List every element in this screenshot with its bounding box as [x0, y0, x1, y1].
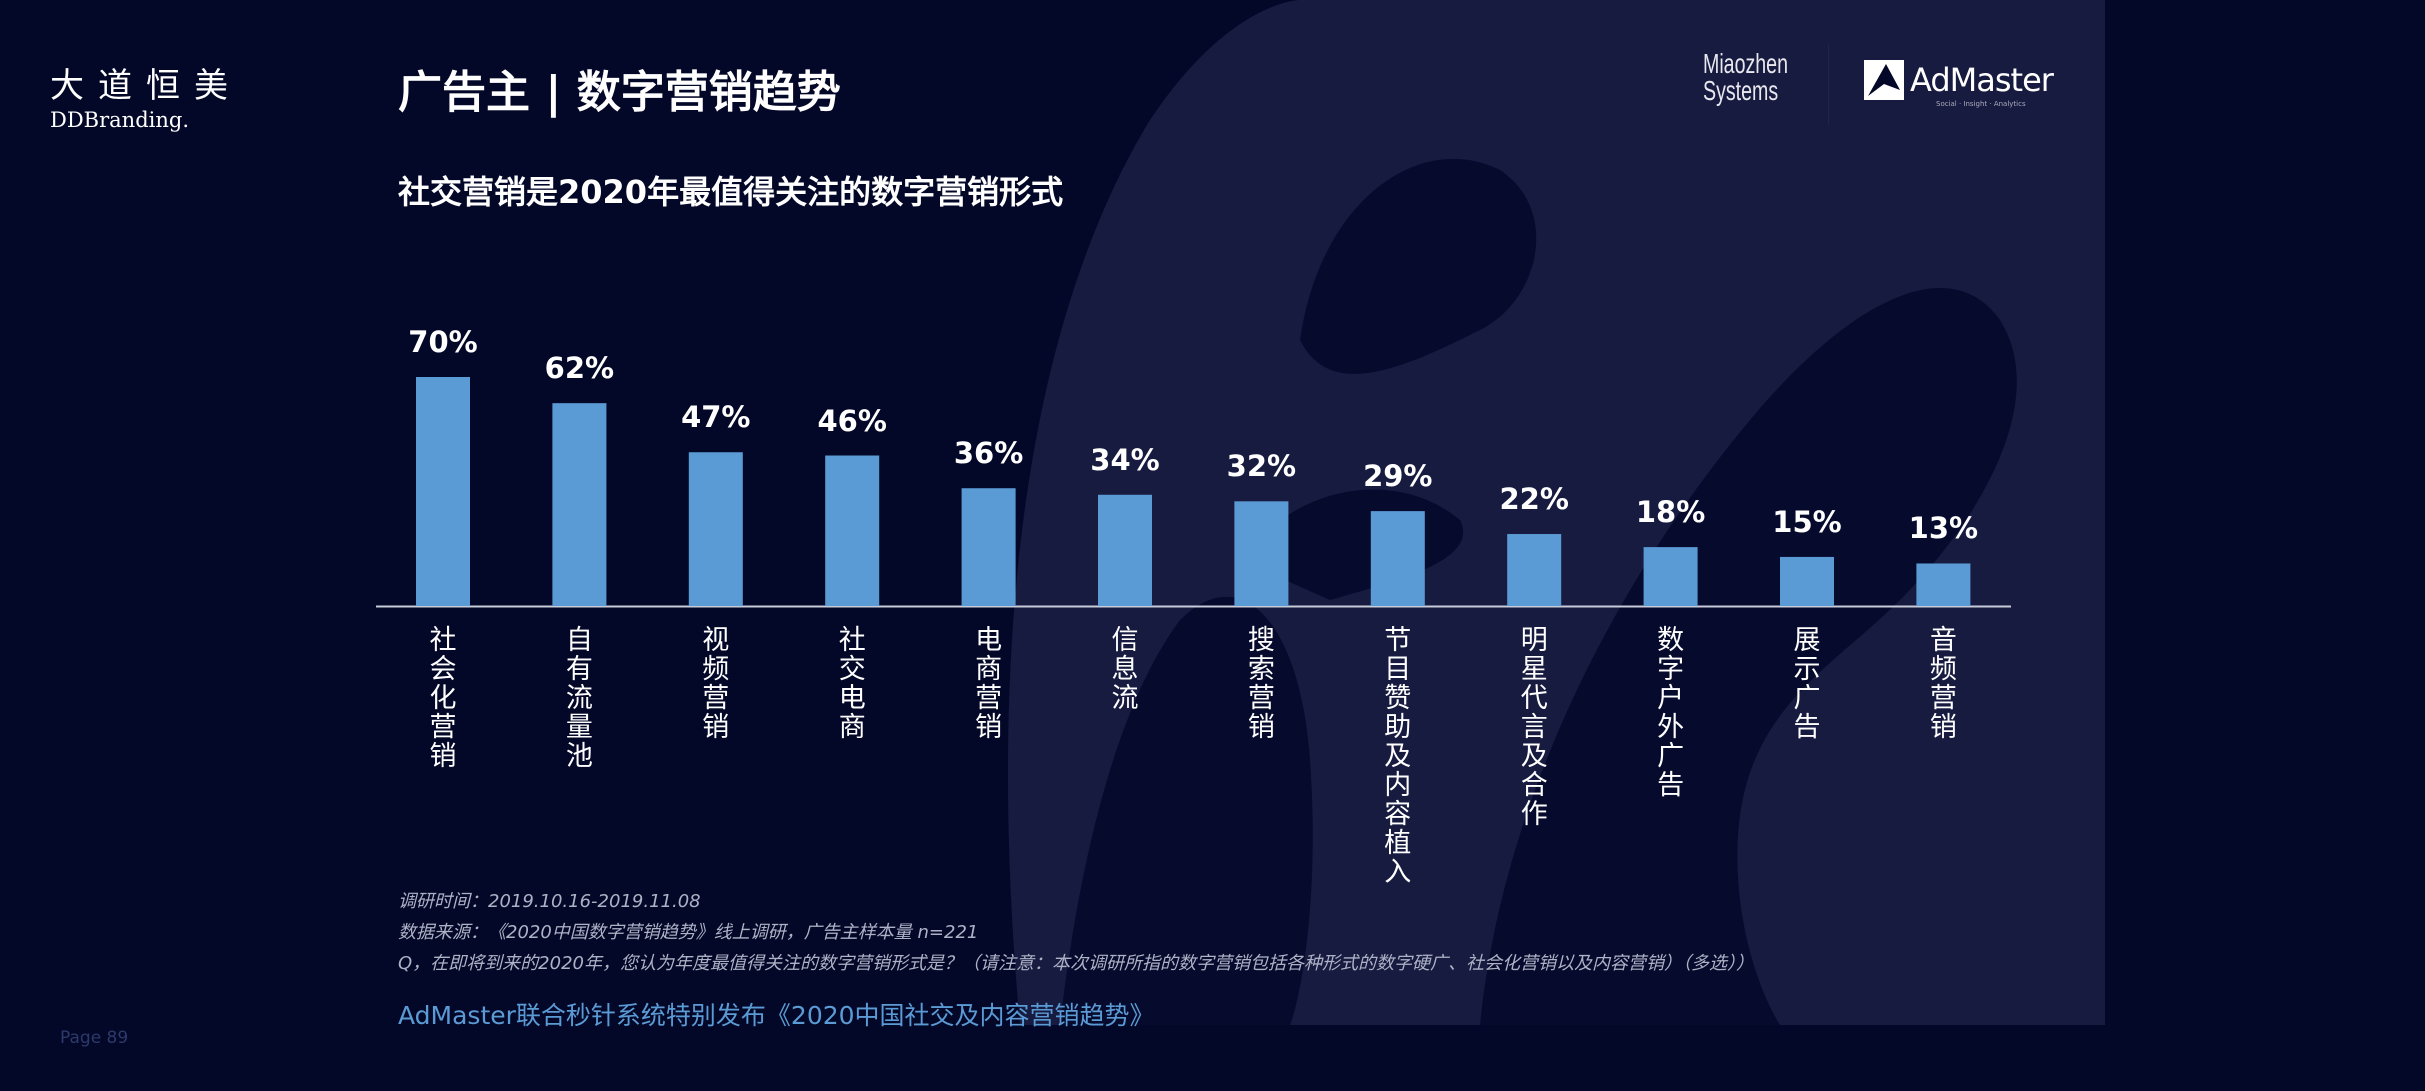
category-label: 社会化营销 — [429, 625, 457, 772]
category-label: 明星代言及合作 — [1520, 625, 1548, 830]
category-label: 社交电商 — [838, 625, 866, 743]
data-label: 36% — [953, 436, 1024, 471]
bar — [416, 377, 470, 606]
category-label: 节目赞助及内容植入 — [1384, 625, 1412, 888]
data-label: 70% — [408, 325, 478, 359]
bar — [1916, 563, 1971, 606]
data-label: 15% — [1772, 504, 1842, 539]
admaster-tagline: Social · Insight · Analytics — [1936, 100, 2026, 108]
bar — [1780, 556, 1834, 606]
bar — [1234, 501, 1289, 606]
bar — [1098, 494, 1152, 606]
data-label: 46% — [817, 403, 887, 438]
bar — [688, 452, 743, 606]
brand-logo-cn: 大道恒美 — [50, 66, 242, 106]
admaster-logo-text: AdMaster — [1910, 61, 2054, 99]
miaozhen-logo-line1: Miaozhen — [1703, 48, 1788, 79]
brand-logo-en: DDBranding. — [50, 108, 189, 132]
category-label: 电商营销 — [975, 625, 1003, 743]
category-label: 自有流量池 — [565, 625, 593, 772]
bar — [961, 488, 1016, 606]
bar — [1507, 534, 1562, 606]
miaozhen-logo: Miaozhen Systems — [1703, 48, 1788, 106]
data-label: 29% — [1363, 459, 1433, 494]
logo-divider — [1828, 45, 1829, 125]
category-label: 视频营销 — [702, 625, 730, 743]
footer-publication: AdMaster联合秒针系统特别发布《2020中国社交及内容营销趋势》 — [398, 1001, 1155, 1030]
admaster-triangle-icon — [1864, 60, 1904, 100]
page-number: Page 89 — [60, 1028, 129, 1048]
bar — [825, 455, 880, 606]
data-label: 34% — [1090, 442, 1160, 477]
data-label: 13% — [1908, 511, 1979, 546]
admaster-logo: AdMaster Social · Insight · Analytics — [1864, 60, 2054, 108]
page-title: 广告主 | 数字营销趋势 — [398, 67, 841, 118]
category-label: 数字户外广告 — [1657, 625, 1685, 801]
data-label: 62% — [544, 351, 615, 386]
bar — [1370, 511, 1425, 606]
note-data-source: 数据来源：《2020中国数字营销趋势》线上调研，广告主样本量 n=221 — [398, 922, 979, 943]
data-label: 47% — [681, 400, 751, 435]
data-label: 32% — [1226, 449, 1297, 484]
category-label: 音频营销 — [1929, 625, 1957, 743]
category-label: 搜索营销 — [1247, 625, 1275, 743]
category-label: 信息流 — [1111, 625, 1139, 714]
bar — [552, 403, 607, 606]
miaozhen-logo-line2: Systems — [1703, 75, 1779, 106]
bar — [1643, 547, 1698, 606]
data-label: 22% — [1499, 482, 1569, 517]
chart-title: 社交营销是2020年最值得关注的数字营销形式 — [398, 173, 1064, 211]
category-label: 展示广告 — [1793, 625, 1821, 743]
note-survey-time: 调研时间：2019.10.16-2019.11.08 — [398, 891, 701, 912]
note-question: Q，在即将到来的2020年，您认为年度最值得关注的数字营销形式是？（请注意：本次… — [398, 953, 1754, 974]
data-label: 18% — [1635, 495, 1706, 530]
